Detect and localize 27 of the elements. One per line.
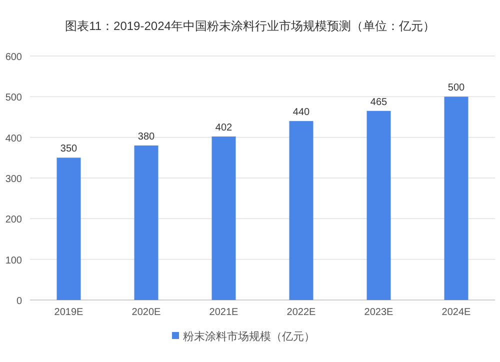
x-tick-label: 2019E: [54, 307, 84, 318]
x-tick-label: 2024E: [442, 307, 472, 318]
x-tick-label: 2021E: [209, 307, 239, 318]
x-tick-label: 2023E: [364, 307, 394, 318]
y-tick-label: 500: [5, 92, 22, 104]
y-tick-label: 200: [5, 214, 22, 226]
bar: [444, 96, 468, 300]
data-label: 380: [138, 131, 156, 142]
data-label: 440: [292, 107, 310, 118]
y-tick-label: 600: [5, 52, 22, 63]
x-tick-label: 2022E: [286, 307, 316, 318]
bar: [56, 158, 81, 300]
x-tick-label: 2020E: [132, 307, 162, 318]
bar: [134, 145, 158, 300]
bar: [289, 121, 314, 300]
legend-label: 粉末涂料市场规模（亿元）: [183, 330, 315, 343]
data-label: 402: [215, 122, 233, 134]
chart-title: 图表11：2019-2024年中国粉末涂料行业市场规模预测（单位：亿元）: [65, 19, 435, 33]
bar: [366, 110, 391, 300]
y-tick-label: 400: [5, 133, 22, 144]
data-label: 350: [60, 144, 78, 155]
data-label: 465: [370, 96, 388, 108]
y-tick-label: 0: [16, 296, 22, 307]
bar: [212, 136, 236, 300]
y-tick-label: 300: [5, 174, 22, 185]
data-label: 500: [448, 82, 466, 94]
y-tick-label: 100: [5, 255, 22, 266]
